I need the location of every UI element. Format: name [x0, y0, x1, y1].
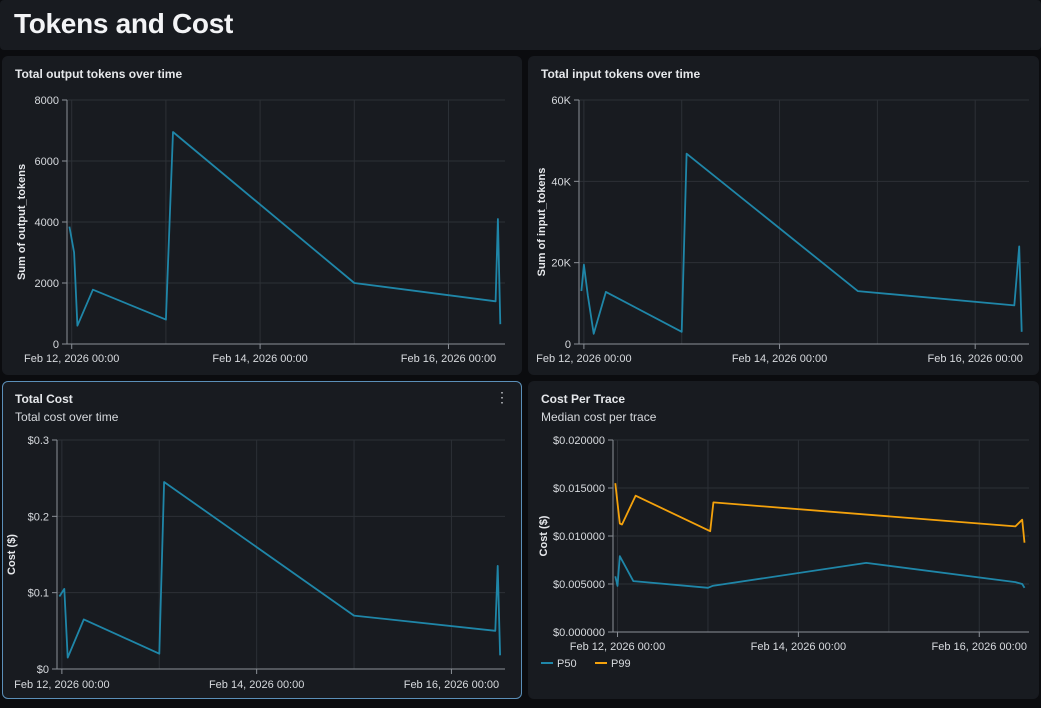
cost-per-trace-panel[interactable]: Cost Per Trace Median cost per trace $0.… [528, 381, 1039, 699]
series-line-output-tokens [68, 131, 502, 327]
dashboard-header: Tokens and Cost [0, 0, 1041, 50]
kebab-menu-icon[interactable]: ⋮ [495, 389, 509, 405]
legend-label-p50: P50 [557, 658, 577, 670]
output-tokens-panel[interactable]: Total output tokens over time 0 2000 4000 6… [2, 56, 522, 375]
panel-title: Total Cost [15, 392, 73, 406]
y-tick-label: $0.000000 [553, 627, 605, 639]
total-cost-chart[interactable]: $0 $0.1 $0.2 $0.3 Feb 12, 2026 00:00 Feb 14, … [3, 382, 523, 700]
y-tick-label: 60K [551, 95, 571, 107]
y-tick-label: 2000 [35, 278, 59, 290]
panel-title: Total output tokens over time [15, 67, 183, 81]
x-tick-label: Feb 12, 2026 00:00 [14, 679, 109, 691]
y-tick-label: $0.1 [28, 588, 49, 600]
x-tick-label: Feb 16, 2026 00:00 [927, 353, 1022, 365]
x-tick-label: Feb 12, 2026 00:00 [570, 641, 665, 653]
panel-subtitle: Median cost per trace [541, 410, 657, 424]
series-line-input-tokens [580, 152, 1023, 335]
y-tick-label: $0 [37, 664, 49, 676]
y-tick-label: 6000 [35, 156, 59, 168]
y-axis-label: Cost ($) [6, 534, 18, 575]
x-tick-label: Feb 16, 2026 00:00 [404, 679, 499, 691]
y-tick-label: $0.2 [28, 511, 49, 523]
panel-subtitle: Total cost over time [15, 410, 119, 424]
x-tick-label: Feb 14, 2026 00:00 [209, 679, 304, 691]
y-tick-label: $0.3 [28, 435, 49, 447]
input-tokens-panel[interactable]: Total input tokens over time 0 20K 40K 60K F… [528, 56, 1039, 375]
x-tick-label: Feb 16, 2026 00:00 [401, 353, 496, 365]
y-tick-label: 4000 [35, 217, 59, 229]
y-axis-label: Cost ($) [538, 515, 550, 556]
total-cost-panel[interactable]: Total Cost Total cost over time ⋮ $0 $0.1… [2, 381, 522, 699]
x-tick-label: Feb 14, 2026 00:00 [751, 641, 846, 653]
x-tick-label: Feb 12, 2026 00:00 [24, 353, 119, 365]
x-tick-label: Feb 14, 2026 00:00 [212, 353, 307, 365]
series-line-p50 [614, 555, 1026, 589]
output-tokens-chart[interactable]: 0 2000 4000 6000 8000 Feb 12, 2026 00:00 Feb 1… [3, 57, 523, 376]
y-axis-label: Sum of input_tokens [536, 168, 548, 277]
y-axis-label: Sum of output_tokens [16, 164, 28, 280]
y-tick-label: $0.005000 [553, 579, 605, 591]
y-tick-label: $0.010000 [553, 531, 605, 543]
panel-title: Cost Per Trace [541, 392, 626, 406]
panel-title: Total input tokens over time [541, 67, 701, 81]
page-title: Tokens and Cost [14, 8, 234, 39]
series-line-cost [58, 481, 501, 659]
input-tokens-chart[interactable]: 0 20K 40K 60K Feb 12, 2026 00:00 Feb 14, 2026… [529, 57, 1040, 376]
legend-label-p99: P99 [611, 658, 631, 670]
y-tick-label: 0 [565, 339, 571, 351]
cost-per-trace-chart[interactable]: $0.000000 $0.005000 $0.010000 $0.015000 $0.0… [529, 382, 1040, 700]
y-tick-label: 20K [551, 258, 571, 270]
y-tick-label: 0 [53, 339, 59, 351]
y-tick-label: 8000 [35, 95, 59, 107]
y-tick-label: 40K [551, 176, 571, 188]
x-tick-label: Feb 14, 2026 00:00 [732, 353, 827, 365]
y-tick-label: $0.020000 [553, 435, 605, 447]
y-tick-label: $0.015000 [553, 483, 605, 495]
x-tick-label: Feb 16, 2026 00:00 [932, 641, 1027, 653]
series-line-p99 [614, 483, 1026, 543]
x-tick-label: Feb 12, 2026 00:00 [536, 353, 631, 365]
